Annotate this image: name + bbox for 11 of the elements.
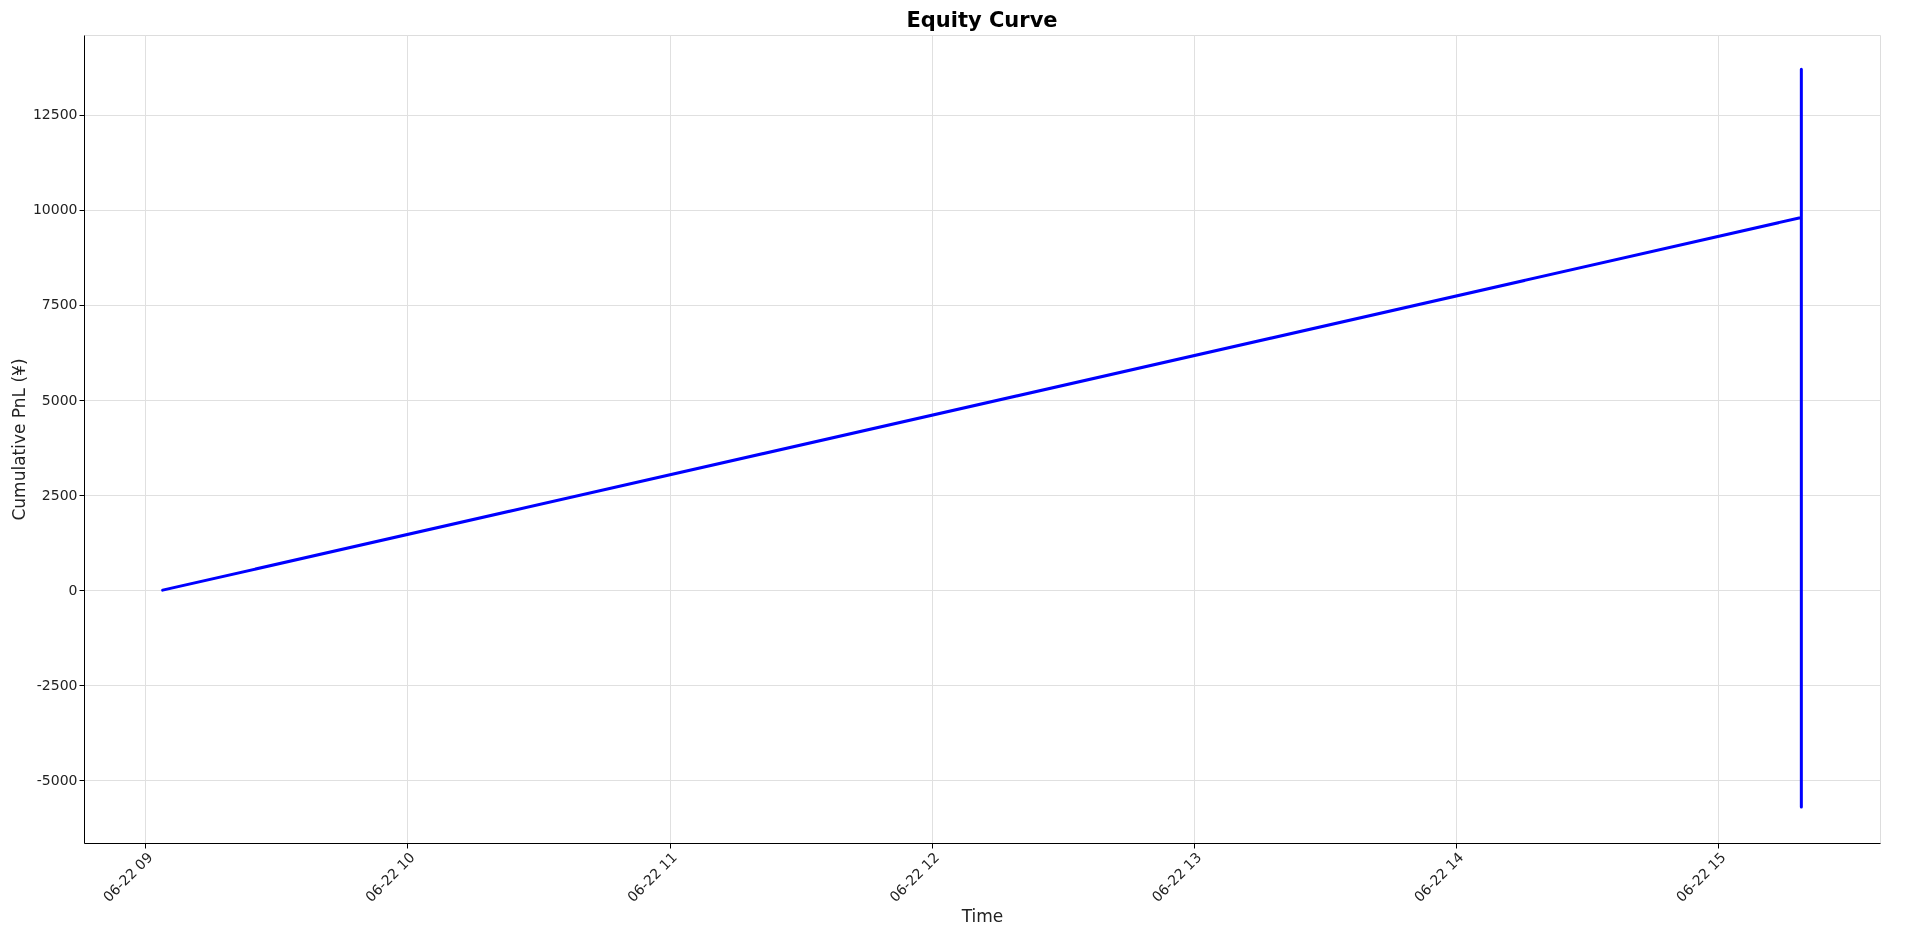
y-tick-label: 12500 xyxy=(32,106,78,123)
y-tick-label: 7500 xyxy=(41,296,78,313)
y-tick-label: -2500 xyxy=(36,676,78,693)
y-tick-label: 0 xyxy=(68,581,78,598)
x-axis-title: Time xyxy=(960,905,1004,926)
y-axis-title: Cumulative PnL (¥) xyxy=(8,358,29,521)
y-tick-label: -5000 xyxy=(36,771,78,788)
y-tick-label: 5000 xyxy=(41,391,78,408)
y-tick-label: 2500 xyxy=(41,486,78,503)
chart-title: Equity Curve xyxy=(906,8,1058,32)
y-tick-label: 10000 xyxy=(32,201,78,218)
